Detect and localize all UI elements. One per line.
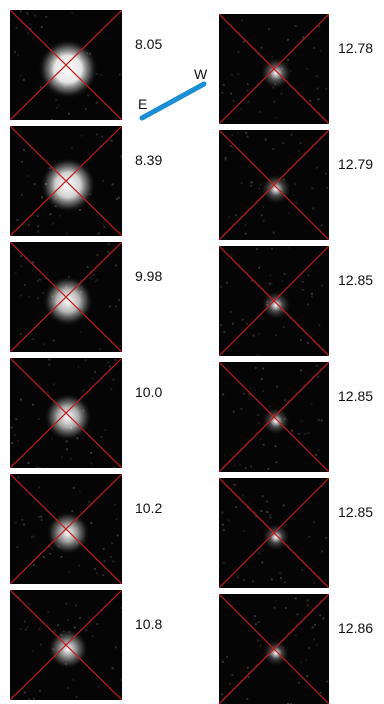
- magnitude-label: 12.78: [338, 40, 374, 56]
- star-blob: [260, 57, 292, 89]
- star-panel: [10, 590, 122, 700]
- star-blob: [42, 275, 94, 327]
- star-panel: [10, 358, 122, 468]
- panel-separator: [10, 584, 122, 590]
- magnitude-label: 12.85: [338, 272, 374, 288]
- star-panel: [219, 594, 329, 704]
- star-panel: [219, 130, 329, 240]
- panel-separator: [10, 120, 122, 126]
- cross-mark-line: [10, 474, 122, 584]
- cross-mark-line: [10, 10, 122, 120]
- panel-separator: [219, 240, 329, 246]
- star-panel: [219, 478, 329, 588]
- star-image: [10, 126, 122, 236]
- panel-separator: [10, 468, 122, 474]
- star-blob: [38, 39, 98, 99]
- cross-mark-line: [219, 594, 329, 704]
- compass-bar-icon: [139, 81, 207, 121]
- star-panel: [10, 10, 122, 120]
- star-panel: [10, 126, 122, 236]
- cross-mark-line: [10, 590, 122, 700]
- star-blob: [261, 406, 291, 436]
- star-blob: [44, 393, 92, 441]
- star-image: [219, 14, 329, 124]
- cross-mark-line: [219, 478, 329, 588]
- cross-mark-line: [219, 14, 329, 124]
- star-image: [10, 474, 122, 584]
- star-image: [219, 246, 329, 356]
- magnitude-label: 9.98: [135, 268, 163, 284]
- panel-separator: [10, 352, 122, 358]
- star-image: [219, 478, 329, 588]
- star-blob: [260, 173, 292, 205]
- star-panel: [10, 474, 122, 584]
- star-image: [10, 358, 122, 468]
- magnitude-label: 10.0: [135, 384, 163, 400]
- west-label: W: [194, 66, 208, 82]
- panel-separator: [219, 356, 329, 362]
- panel-separator: [219, 472, 329, 478]
- star-blob: [40, 157, 96, 213]
- magnitude-label: 8.39: [135, 152, 163, 168]
- star-blob: [262, 523, 290, 551]
- compass-indicator: E W: [130, 62, 216, 124]
- star-blob: [261, 290, 291, 320]
- magnitude-label: 10.2: [135, 500, 163, 516]
- star-image: [10, 590, 122, 700]
- star-image: [219, 362, 329, 472]
- star-blob: [46, 511, 90, 555]
- panel-separator: [219, 588, 329, 594]
- star-image: [219, 594, 329, 704]
- star-image: [10, 10, 122, 120]
- star-blob: [47, 628, 89, 670]
- star-image: [219, 130, 329, 240]
- cross-mark-line: [219, 246, 329, 356]
- magnitude-label: 12.85: [338, 504, 374, 520]
- cross-mark-line: [219, 130, 329, 240]
- magnitude-label: 8.05: [135, 36, 163, 52]
- magnitude-label: 12.79: [338, 156, 374, 172]
- star-panel: [219, 362, 329, 472]
- star-panel: [10, 242, 122, 352]
- east-label: E: [138, 96, 148, 112]
- star-panel: [219, 14, 329, 124]
- panel-separator: [219, 124, 329, 130]
- cross-mark-line: [219, 362, 329, 472]
- magnitude-label: 12.85: [338, 388, 374, 404]
- cross-mark-line: [10, 242, 122, 352]
- magnitude-label: 10.8: [135, 616, 163, 632]
- star-blob: [262, 639, 290, 667]
- cross-mark-line: [10, 358, 122, 468]
- star-panel: [219, 246, 329, 356]
- magnitude-label: 12.86: [338, 620, 374, 636]
- cross-mark-line: [10, 126, 122, 236]
- star-image: [10, 242, 122, 352]
- panel-separator: [10, 236, 122, 242]
